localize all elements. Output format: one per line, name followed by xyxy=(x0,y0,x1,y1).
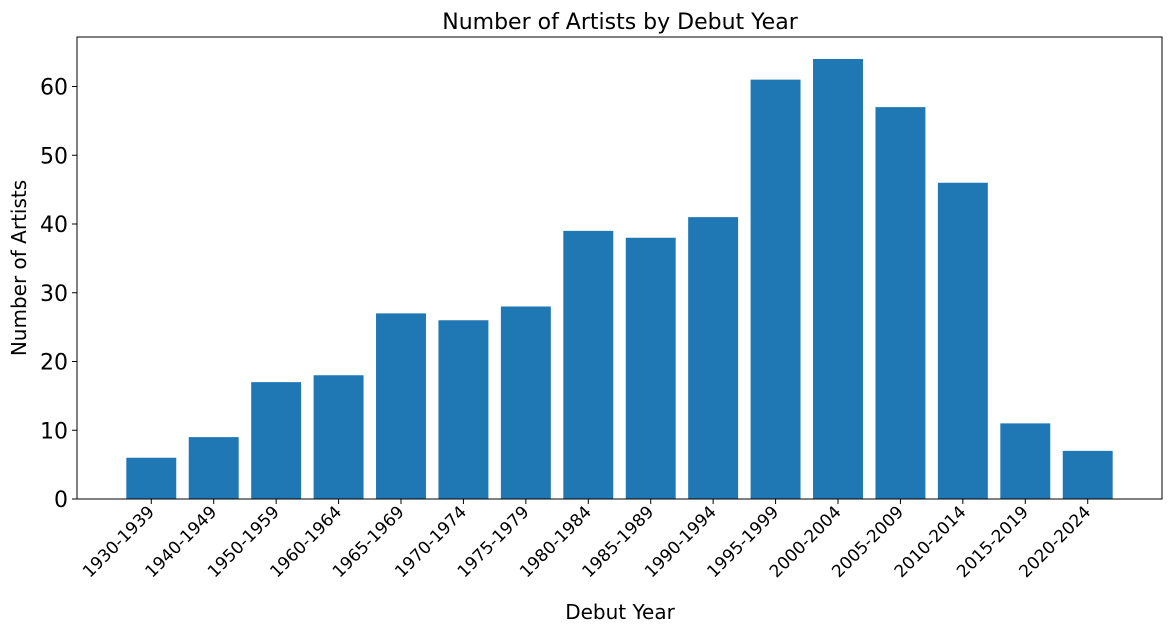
bar xyxy=(313,375,364,499)
y-tick-label: 0 xyxy=(54,488,68,513)
bar xyxy=(500,306,551,499)
bar xyxy=(875,107,926,499)
y-tick-label: 50 xyxy=(40,144,68,169)
bar xyxy=(937,182,988,499)
y-tick-label: 40 xyxy=(40,213,68,238)
y-axis-label: Number of Artists xyxy=(7,180,31,356)
chart-title: Number of Artists by Debut Year xyxy=(442,10,798,35)
bar xyxy=(563,230,614,499)
bar xyxy=(625,237,676,499)
y-tick-label: 30 xyxy=(40,282,68,307)
x-axis-label: Debut Year xyxy=(565,600,675,624)
bar xyxy=(438,320,489,499)
bar xyxy=(251,382,302,499)
y-tick-label: 60 xyxy=(40,76,68,101)
bar xyxy=(188,437,239,499)
bar xyxy=(813,59,863,499)
y-tick-label: 20 xyxy=(40,351,68,376)
bar xyxy=(1062,450,1113,499)
bar xyxy=(376,313,426,499)
bar xyxy=(126,457,177,499)
bar xyxy=(1000,423,1051,499)
bar xyxy=(750,79,801,499)
plot-frame xyxy=(76,36,1163,500)
y-tick-label: 10 xyxy=(40,419,68,444)
bar xyxy=(688,217,739,499)
